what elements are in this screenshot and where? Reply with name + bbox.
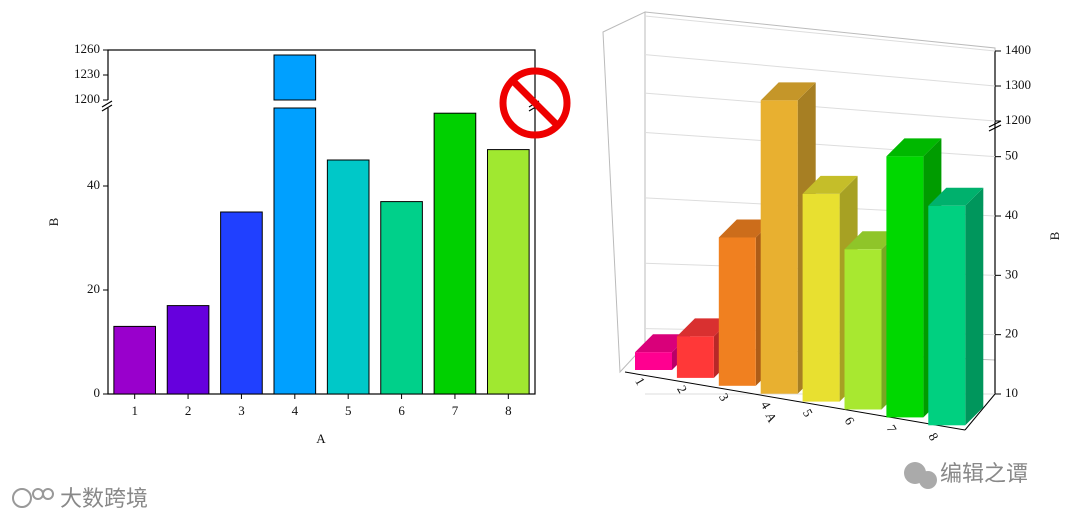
bar-top [844,231,900,250]
bar [433,112,477,395]
y-tick-label: 1260 [74,41,100,56]
x-tick-label: 6 [398,403,405,418]
y-axis-title: B [1047,231,1062,240]
watermark-logo [904,462,937,489]
plot-frame [107,49,536,395]
watermark: 编辑之谭 [940,462,1028,487]
bar [166,305,210,395]
x-tick-label: 7 [884,422,900,436]
break-marks [101,100,540,112]
bar-lower [273,107,317,395]
x-tick-label: 3 [716,390,732,403]
bar [113,325,157,395]
x-tick-label: 3 [238,403,245,418]
grid-line [644,54,996,87]
x-tick-label: 7 [452,403,459,418]
y-axis-title: B [46,217,61,226]
x-tick-label: 5 [345,403,352,418]
bar-top [718,219,774,238]
y-tick-label: 40 [1005,207,1018,222]
bar-top [886,138,942,157]
bar-3d [802,175,858,402]
bar [486,149,530,395]
x-tick-label: 4 [292,403,299,418]
bar-front [718,237,756,386]
grid-line [644,15,996,52]
y-tick-label: 1300 [1005,77,1031,92]
y-tick-label: 40 [87,177,100,192]
x-axis-title: A [316,431,326,446]
bar-front [844,249,882,410]
bar [380,201,423,395]
y-tick-label: 1400 [1005,42,1031,57]
y-tick-label: 0 [94,385,101,400]
y-tick-label: 30 [1005,266,1018,281]
bar-top [676,318,732,337]
bar-front [635,352,672,370]
y-tick-label: 1200 [74,91,100,106]
bar-top [928,187,984,206]
bar-top [635,334,690,353]
break-marks [988,120,1002,132]
x-axis [624,371,966,431]
watermark: 大数跨境 [60,487,148,512]
y-tick-label: 20 [87,281,100,296]
y-tick-label: 50 [1005,148,1018,163]
grid-line [644,92,996,122]
bar [220,211,263,395]
bar-upper [273,54,317,101]
bar-side [965,187,984,426]
x-tick-label: 1 [131,403,138,418]
no-sign [499,67,571,139]
break-gap [100,100,545,108]
bar-front [760,100,798,394]
bar-front [886,156,924,418]
y-tick-label: 1200 [1005,112,1031,127]
x-tick-label: 2 [185,403,192,418]
bar [326,159,370,395]
y-tick-label: 10 [1005,385,1018,400]
bar-3d [928,187,984,426]
x-tick-label: 5 [800,406,816,419]
bar-front [928,205,966,426]
bar-top [802,175,858,194]
x-tick-label: 6 [842,414,858,428]
x-tick-label: 8 [505,403,512,418]
depth-axis [964,393,996,431]
y-tick-label: 20 [1005,326,1018,341]
bar-front [802,193,840,402]
y-tick-label: 1230 [74,66,100,81]
bar-top [760,82,816,101]
x-tick-label: 1 [632,375,648,388]
watermark-logo [12,488,54,508]
bar-front [676,336,714,378]
side-wall [602,11,646,374]
x-tick-label: 8 [925,430,941,443]
x-tick-label: 4 [758,398,774,412]
x-axis-title: A [763,410,781,425]
